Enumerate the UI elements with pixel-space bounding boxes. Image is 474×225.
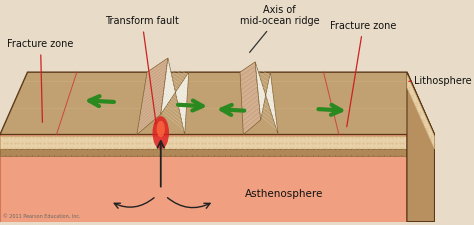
Polygon shape <box>0 72 435 135</box>
Text: Fracture zone: Fracture zone <box>7 39 74 122</box>
Text: Lithosphere: Lithosphere <box>409 76 472 86</box>
Text: © 2011 Pearson Education, Inc.: © 2011 Pearson Education, Inc. <box>3 214 80 219</box>
Polygon shape <box>0 135 435 222</box>
Polygon shape <box>161 58 189 135</box>
Ellipse shape <box>153 116 169 149</box>
Polygon shape <box>137 58 168 135</box>
Ellipse shape <box>156 121 165 137</box>
Polygon shape <box>407 75 435 149</box>
Polygon shape <box>240 62 261 135</box>
Text: Asthenosphere: Asthenosphere <box>245 189 323 199</box>
Text: Axis of
mid-ocean ridge: Axis of mid-ocean ridge <box>240 5 319 52</box>
Polygon shape <box>255 62 278 135</box>
Text: Transform fault: Transform fault <box>105 16 179 124</box>
Polygon shape <box>0 136 435 149</box>
Polygon shape <box>407 72 435 222</box>
Polygon shape <box>407 72 435 222</box>
Polygon shape <box>0 149 435 157</box>
Polygon shape <box>407 75 435 149</box>
Text: Fracture zone: Fracture zone <box>330 21 396 127</box>
